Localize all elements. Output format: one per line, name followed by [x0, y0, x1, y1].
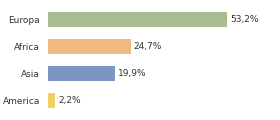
Text: 2,2%: 2,2% [58, 96, 81, 105]
Text: 53,2%: 53,2% [230, 15, 258, 24]
Text: 19,9%: 19,9% [118, 69, 146, 78]
Bar [48, 12, 227, 27]
Bar [48, 93, 55, 108]
Text: 24,7%: 24,7% [134, 42, 162, 51]
Bar [48, 66, 115, 81]
Bar [48, 39, 131, 54]
